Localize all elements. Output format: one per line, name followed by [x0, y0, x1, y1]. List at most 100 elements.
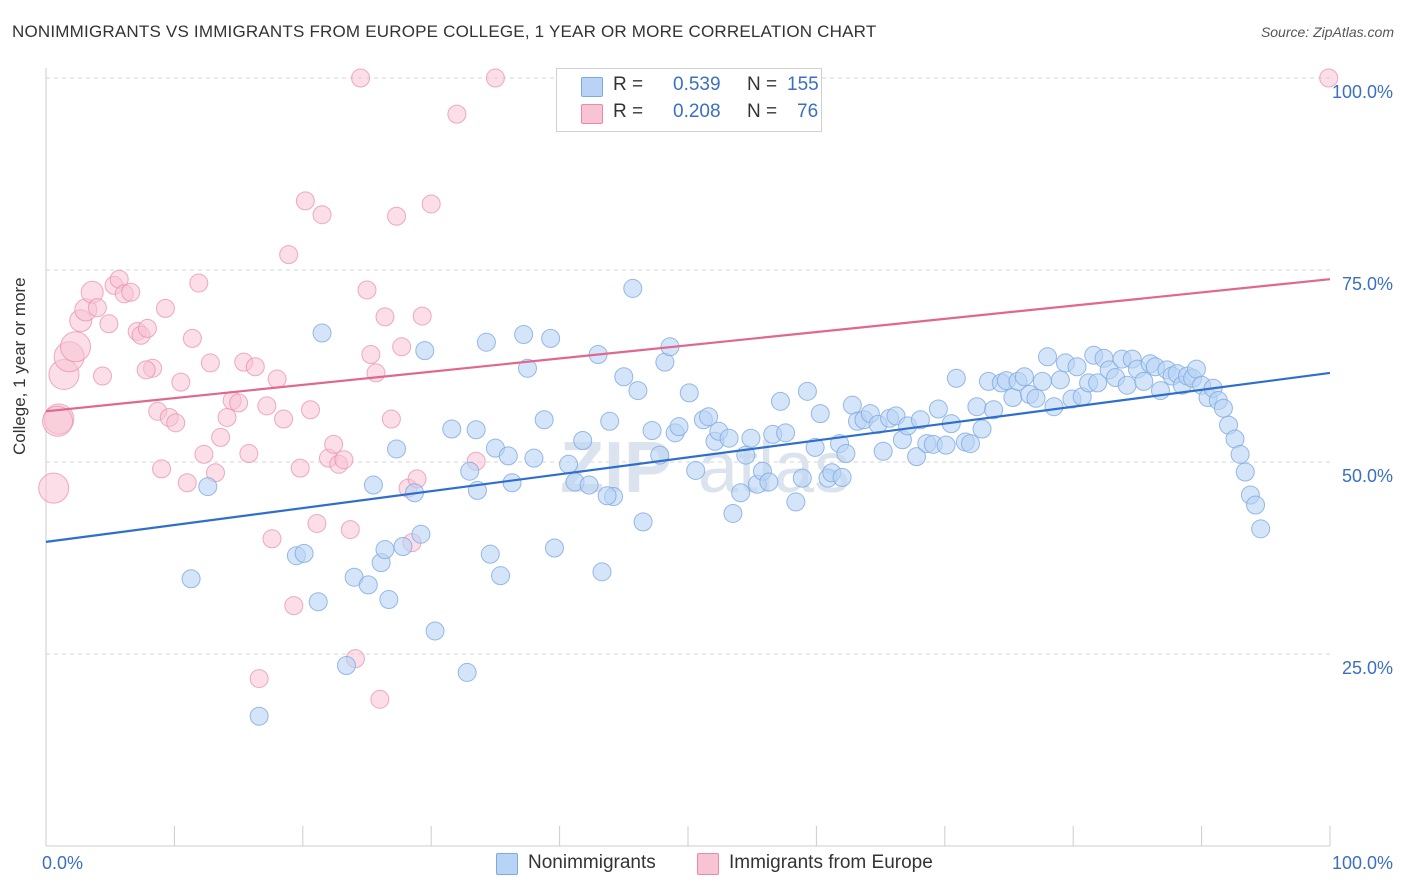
blue-point	[770, 391, 790, 411]
pink-point	[189, 273, 209, 293]
pink-point	[301, 400, 321, 420]
pink-point	[366, 363, 386, 383]
blue-point	[642, 421, 662, 441]
blue-point	[592, 562, 612, 582]
pink-swatch	[581, 104, 603, 124]
blue-point	[1038, 347, 1058, 367]
blue-point	[759, 472, 779, 492]
blue-series-points	[181, 278, 1271, 726]
pink-point	[279, 245, 299, 265]
x-tick-label: 0.0%	[42, 853, 83, 873]
stats-legend: R = 0.539 N = 155 R = 0.208 N = 76	[556, 68, 822, 132]
blue-point	[1014, 367, 1034, 387]
n-value-pink: 76	[797, 101, 819, 122]
pink-point	[290, 458, 310, 478]
pink-point	[171, 372, 191, 392]
blue-point	[614, 367, 634, 387]
n-value-blue: 155	[787, 74, 819, 95]
blue-point	[518, 358, 537, 378]
pink-series-points	[38, 68, 1339, 709]
n-label-pink: N =	[747, 101, 778, 122]
legend-label-immigrants-europe: Immigrants from Europe	[729, 852, 933, 873]
blue-point	[723, 503, 743, 523]
chart-title: NONIMMIGRANTS VS IMMIGRANTS FROM EUROPE …	[12, 22, 877, 41]
blue-point	[1117, 375, 1137, 395]
blue-point	[181, 569, 201, 589]
blue-point	[1251, 519, 1271, 539]
blue-point	[805, 437, 825, 457]
blue-point	[393, 536, 413, 556]
blue-point	[836, 444, 856, 464]
y-tick-label: 100.0%	[1332, 82, 1393, 102]
blue-point	[628, 381, 648, 401]
pink-point	[370, 689, 390, 709]
blue-point	[198, 477, 218, 497]
pink-point	[245, 357, 265, 377]
blue-point	[358, 575, 378, 595]
r-label-pink: R =	[613, 101, 644, 122]
pink-point	[312, 205, 332, 225]
blue-point	[699, 407, 719, 427]
r-label-blue: R =	[613, 74, 644, 95]
source-label: Source: ZipAtlas.com	[1260, 24, 1394, 40]
blue-point	[491, 566, 511, 586]
pink-point	[152, 459, 172, 479]
pink-point	[361, 344, 381, 364]
blue-point	[786, 492, 806, 512]
pink-point	[267, 369, 287, 389]
pink-point	[274, 409, 294, 429]
pink-point	[357, 280, 377, 300]
blue-point	[1003, 387, 1023, 407]
blue-point	[336, 656, 356, 676]
pink-point	[485, 68, 505, 88]
blue-point	[946, 368, 966, 388]
pink-point	[166, 413, 186, 433]
blue-point	[476, 332, 496, 352]
pink-point	[155, 298, 175, 318]
blue-point	[411, 524, 431, 544]
blue-point	[1213, 398, 1233, 418]
pink-point	[351, 68, 371, 88]
r-value-pink: 0.208	[673, 101, 721, 122]
blue-trend-line	[45, 371, 1331, 543]
y-tick-label: 75.0%	[1342, 274, 1393, 294]
blue-point	[910, 410, 930, 430]
pink-point	[239, 444, 259, 464]
blue-point	[579, 475, 599, 495]
pink-point	[60, 331, 92, 363]
pink-point	[1319, 68, 1339, 88]
blue-point	[936, 435, 956, 455]
pink-point	[284, 596, 304, 616]
blue-point	[1088, 373, 1108, 393]
blue-point	[776, 423, 796, 443]
blue-point	[731, 483, 751, 503]
blue-point	[1235, 462, 1255, 482]
pink-point	[136, 360, 156, 380]
tick-labels: 25.0% 50.0% 75.0% 100.0% 0.0% 100.0%	[42, 82, 1393, 873]
pink-point	[87, 298, 107, 318]
legend-label-nonimmigrants: Nonimmigrants	[528, 852, 656, 873]
blue-point	[415, 341, 435, 361]
pink-point	[375, 307, 395, 327]
blue-point	[741, 428, 761, 448]
blue-point	[669, 417, 689, 437]
blue-point	[541, 328, 561, 348]
blue-point	[928, 399, 948, 419]
blue-point	[480, 544, 500, 564]
blue-point	[600, 411, 620, 431]
blue-point	[842, 395, 862, 415]
blue-swatch	[581, 77, 603, 97]
blue-point	[1050, 370, 1070, 390]
blue-point	[379, 589, 399, 609]
pink-point	[324, 434, 344, 454]
n-label-blue: N =	[747, 74, 778, 95]
trend-lines	[45, 278, 1331, 543]
blue-point	[967, 397, 987, 417]
blue-point	[294, 543, 314, 563]
blue-point	[457, 662, 477, 682]
blue-point	[873, 441, 893, 461]
pink-point	[177, 473, 197, 493]
blue-point	[524, 448, 544, 468]
blue-point	[1186, 359, 1206, 379]
